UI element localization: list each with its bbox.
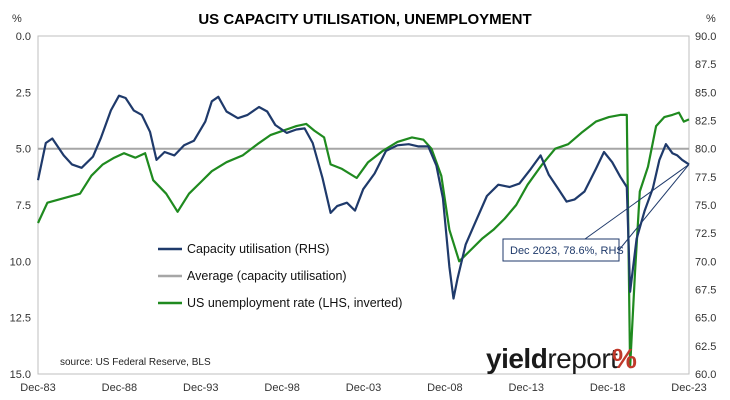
legend-label-capacity: Capacity utilisation (RHS) [187,242,329,256]
right-axis-unit: % [706,13,716,25]
legend: Capacity utilisation (RHS) Average (capa… [158,242,402,310]
logo-text-bold: yield [486,343,547,374]
left-tick-label: 15.0 [10,369,31,381]
x-tick-label: Dec-13 [509,382,544,394]
left-axis-unit: % [12,13,22,25]
plot-area [37,35,690,375]
chart-title: US CAPACITY UTILISATION, UNEMPLOYMENT [198,11,531,28]
right-tick-label: 90.0 [695,31,716,43]
x-tick-label: Dec-03 [346,382,381,394]
logo-text-light: report [547,343,618,374]
annotation-box [502,238,620,262]
annotation-leader-line [584,164,690,240]
x-axis-ticks: Dec-83 Dec-88 Dec-93 Dec-98 Dec-03 Dec-08 Dec-… [20,382,706,394]
annotation-callout: Dec 2023, 78.6%, RHS [502,164,690,262]
x-tick-label: Dec-23 [671,382,706,394]
logo-percent-mark: % [612,343,637,374]
x-tick-label: Dec-93 [183,382,218,394]
right-tick-label: 87.5 [695,59,716,71]
x-tick-label: Dec-98 [264,382,299,394]
x-tick-label: Dec-83 [20,382,55,394]
left-tick-label: 7.5 [16,200,31,212]
series-layer [36,94,690,369]
left-tick-label: 2.5 [16,87,31,99]
right-tick-label: 62.5 [695,341,716,353]
x-tick-label: Dec-08 [427,382,462,394]
right-tick-label: 82.5 [695,116,716,128]
left-tick-label: 5.0 [16,144,31,156]
right-tick-label: 72.5 [695,228,716,240]
right-tick-label: 85.0 [695,87,716,99]
right-tick-label: 80.0 [695,144,716,156]
right-axis-ticks: 90.0 87.5 85.0 82.5 80.0 77.5 75.0 72.5 70.0 67.5… [695,31,716,381]
left-tick-label: 0.0 [16,31,31,43]
yieldreport-logo: yieldreport % [486,343,637,374]
capacity-utilisation-line [36,94,690,300]
annotation-label: Dec 2023, 78.6%, RHS [510,245,624,257]
left-tick-label: 10.0 [10,256,31,268]
x-tick-label: Dec-18 [590,382,625,394]
right-tick-label: 65.0 [695,313,716,325]
right-tick-label: 70.0 [695,256,716,268]
right-tick-label: 77.5 [695,172,716,184]
legend-label-average: Average (capacity utilisation) [187,269,347,283]
right-tick-label: 60.0 [695,369,716,381]
x-tick-label: Dec-88 [102,382,137,394]
right-tick-label: 67.5 [695,285,716,297]
source-note: source: US Federal Reserve, BLS [60,357,211,368]
left-tick-label: 12.5 [10,313,31,325]
left-axis-ticks: 0.0 2.5 5.0 7.5 10.0 12.5 15.0 [10,31,31,381]
logo-wordmark: yieldreport [486,343,618,374]
legend-label-unemployment: US unemployment rate (LHS, inverted) [187,296,402,310]
unemployment-rate-line [37,111,690,369]
annotation-leader-line [618,164,690,251]
right-tick-label: 75.0 [695,200,716,212]
